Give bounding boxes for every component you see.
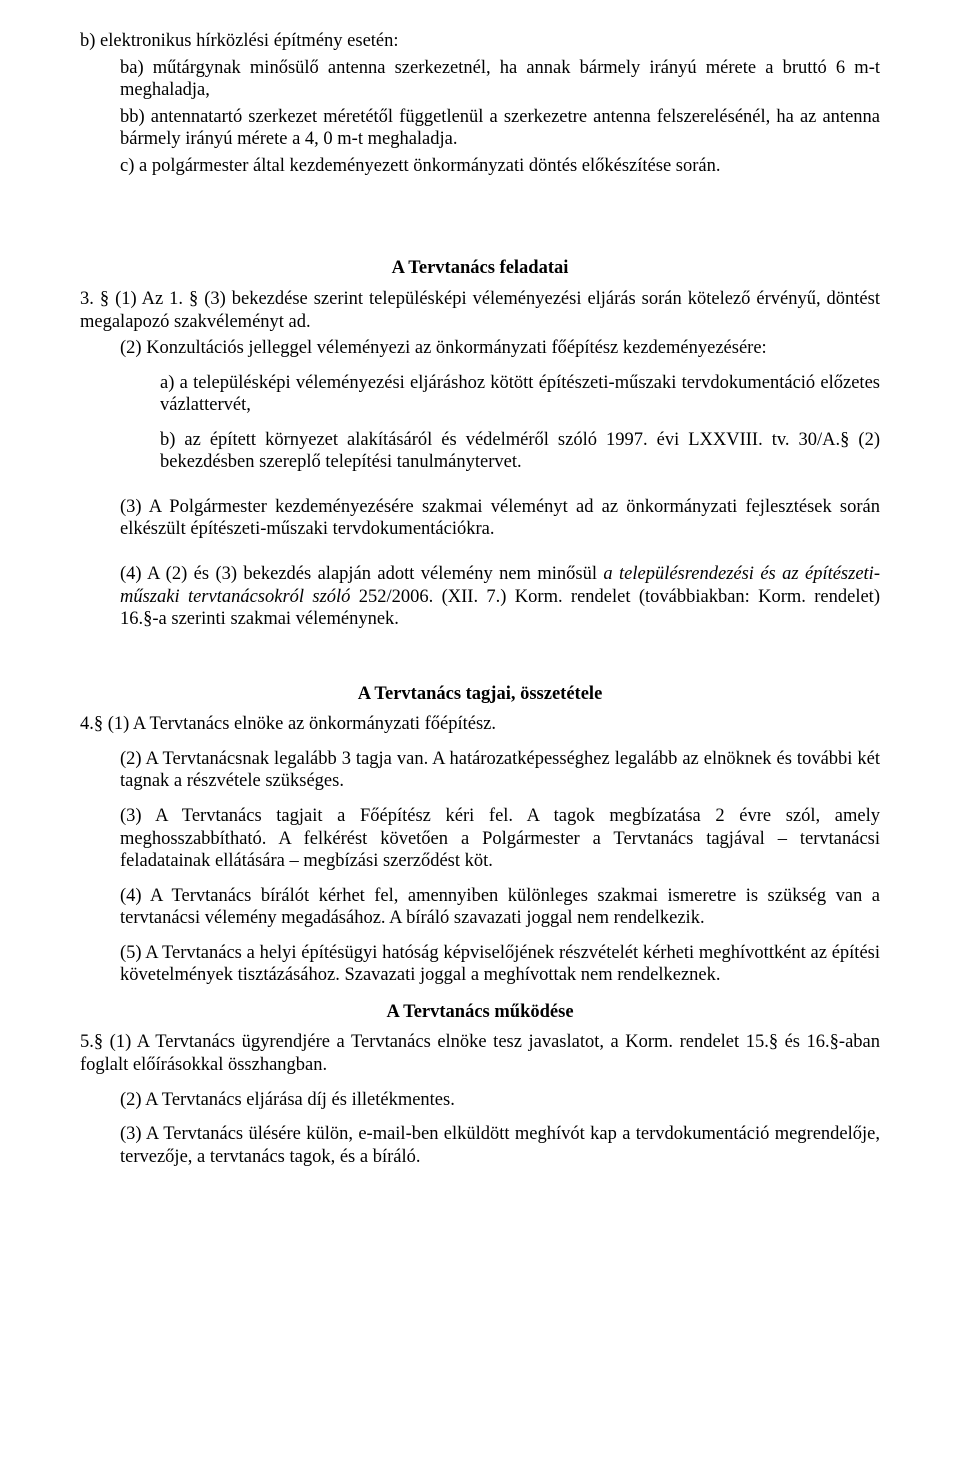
para-5-1: 5.§ (1) A Tervtanács ügyrendjére a Tervt… [80,1031,880,1076]
text-3-1-lead: 3. § (1) Az 1. § [80,289,204,309]
para-5-2: (2) A Tervtanács eljárása díj és illeték… [80,1089,880,1112]
spacer [80,877,880,885]
para-4-5: (5) A Tervtanács a helyi építésügyi ható… [80,942,880,987]
para-3-1: 3. § (1) Az 1. § (3) bekezdése szerint t… [80,288,880,333]
para-bb: bb) antennatartó szerkezet méretétől füg… [80,106,880,151]
heading-mukodese: A Tervtanács működése [80,1001,880,1024]
spacer [80,181,880,227]
spacer [80,545,880,563]
heading-feladatai: A Tervtanács feladatai [80,257,880,280]
spacer [80,1115,880,1123]
para-4-2: (2) A Tervtanácsnak legalább 3 tagja van… [80,748,880,793]
para-3-3: (3) A Polgármester kezdeményezésére szak… [80,496,880,541]
para-c: c) a polgármester által kezdeményezett ö… [80,155,880,178]
spacer [80,797,880,805]
spacer [80,934,880,942]
para-4-1: 4.§ (1) A Tervtanács elnöke az önkormány… [80,713,880,736]
spacer [80,635,880,653]
spacer [80,1081,880,1089]
spacer [80,478,880,496]
para-3-2-a: a) a településképi véleményezési eljárás… [80,372,880,417]
spacer [80,364,880,372]
para-4-3: (3) A Tervtanács tagjait a Főépítész kér… [80,805,880,873]
document-page: b) elektronikus hírközlési építmény eset… [0,0,960,1458]
para-3-2: (2) Konzultációs jelleggel véleményezi a… [80,337,880,360]
para-ba: ba) műtárgynak minősülő antenna szerkeze… [80,57,880,102]
text-3-4-a: (4) A (2) és (3) bekezdés alapján adott … [120,564,603,584]
para-3-4: (4) A (2) és (3) bekezdés alapján adott … [80,563,880,631]
para-4-4: (4) A Tervtanács bírálót kérhet fel, ame… [80,885,880,930]
para-b: b) elektronikus hírközlési építmény eset… [80,30,880,53]
heading-tagjai: A Tervtanács tagjai, összetétele [80,683,880,706]
para-5-3: (3) A Tervtanács ülésére külön, e-mail-b… [80,1123,880,1168]
para-3-2-b: b) az épített környezet alakításáról és … [80,429,880,474]
spacer [80,740,880,748]
spacer [80,421,880,429]
